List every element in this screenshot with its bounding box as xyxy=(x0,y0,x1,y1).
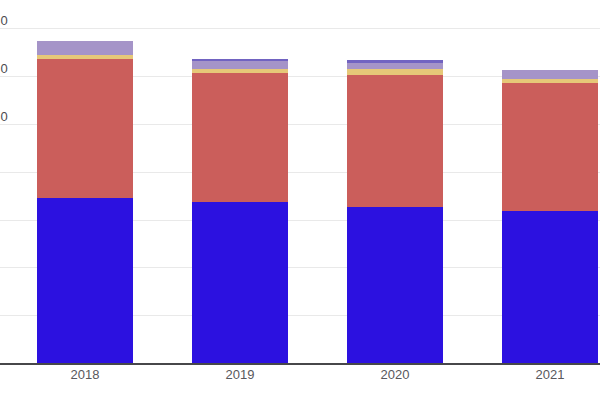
bar-2018-segment-series-blue[interactable] xyxy=(37,198,134,363)
x-axis-tick-label-2021: 2021 xyxy=(505,368,595,381)
bar-2021-segment-series-red[interactable] xyxy=(502,83,599,211)
bar-2021[interactable] xyxy=(502,70,599,364)
bar-2020[interactable] xyxy=(347,60,444,363)
bar-2018-segment-series-red[interactable] xyxy=(37,59,134,199)
x-axis-tick-label-2019: 2019 xyxy=(195,368,285,381)
x-axis-tick-label-2018: 2018 xyxy=(40,368,130,381)
bar-2018-segment-series-purple[interactable] xyxy=(37,41,134,55)
x-axis-tick-label-2020: 2020 xyxy=(350,368,440,381)
bar-2019-segment-series-purple[interactable] xyxy=(192,61,289,69)
bar-2020-segment-series-blue[interactable] xyxy=(347,207,444,363)
y-axis-tick-label-partial: 0 xyxy=(1,14,8,27)
y-axis-tick-label-partial: 0 xyxy=(1,110,8,123)
y-axis-tick-label-partial: 0 xyxy=(1,62,8,75)
x-axis-baseline xyxy=(0,363,600,365)
bar-2019-segment-series-blue[interactable] xyxy=(192,202,289,363)
bar-2019-segment-series-red[interactable] xyxy=(192,73,289,202)
bar-2021-segment-series-blue[interactable] xyxy=(502,211,599,364)
bar-2020-segment-series-red[interactable] xyxy=(347,75,444,207)
stacked-column-chart: 0 0 0 2018 2019 2020 2021 xyxy=(0,0,600,400)
gridline xyxy=(0,28,600,29)
bar-2018[interactable] xyxy=(37,41,134,363)
bar-2021-segment-series-purple[interactable] xyxy=(502,70,599,79)
bar-2019[interactable] xyxy=(192,59,289,363)
